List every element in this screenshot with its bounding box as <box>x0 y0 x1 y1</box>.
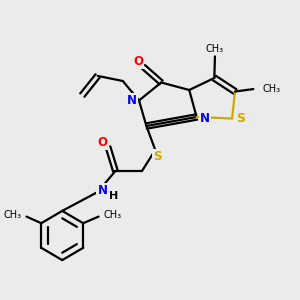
Text: CH₃: CH₃ <box>262 84 280 94</box>
Text: CH₃: CH₃ <box>4 210 22 220</box>
Text: S: S <box>153 150 162 163</box>
Text: N: N <box>127 94 136 107</box>
Text: CH₃: CH₃ <box>103 210 122 220</box>
Text: O: O <box>97 136 107 149</box>
Text: O: O <box>133 55 143 68</box>
Text: N: N <box>200 112 210 125</box>
Text: S: S <box>236 112 245 125</box>
Text: CH₃: CH₃ <box>206 44 224 54</box>
Text: N: N <box>98 184 107 197</box>
Text: H: H <box>109 190 118 201</box>
